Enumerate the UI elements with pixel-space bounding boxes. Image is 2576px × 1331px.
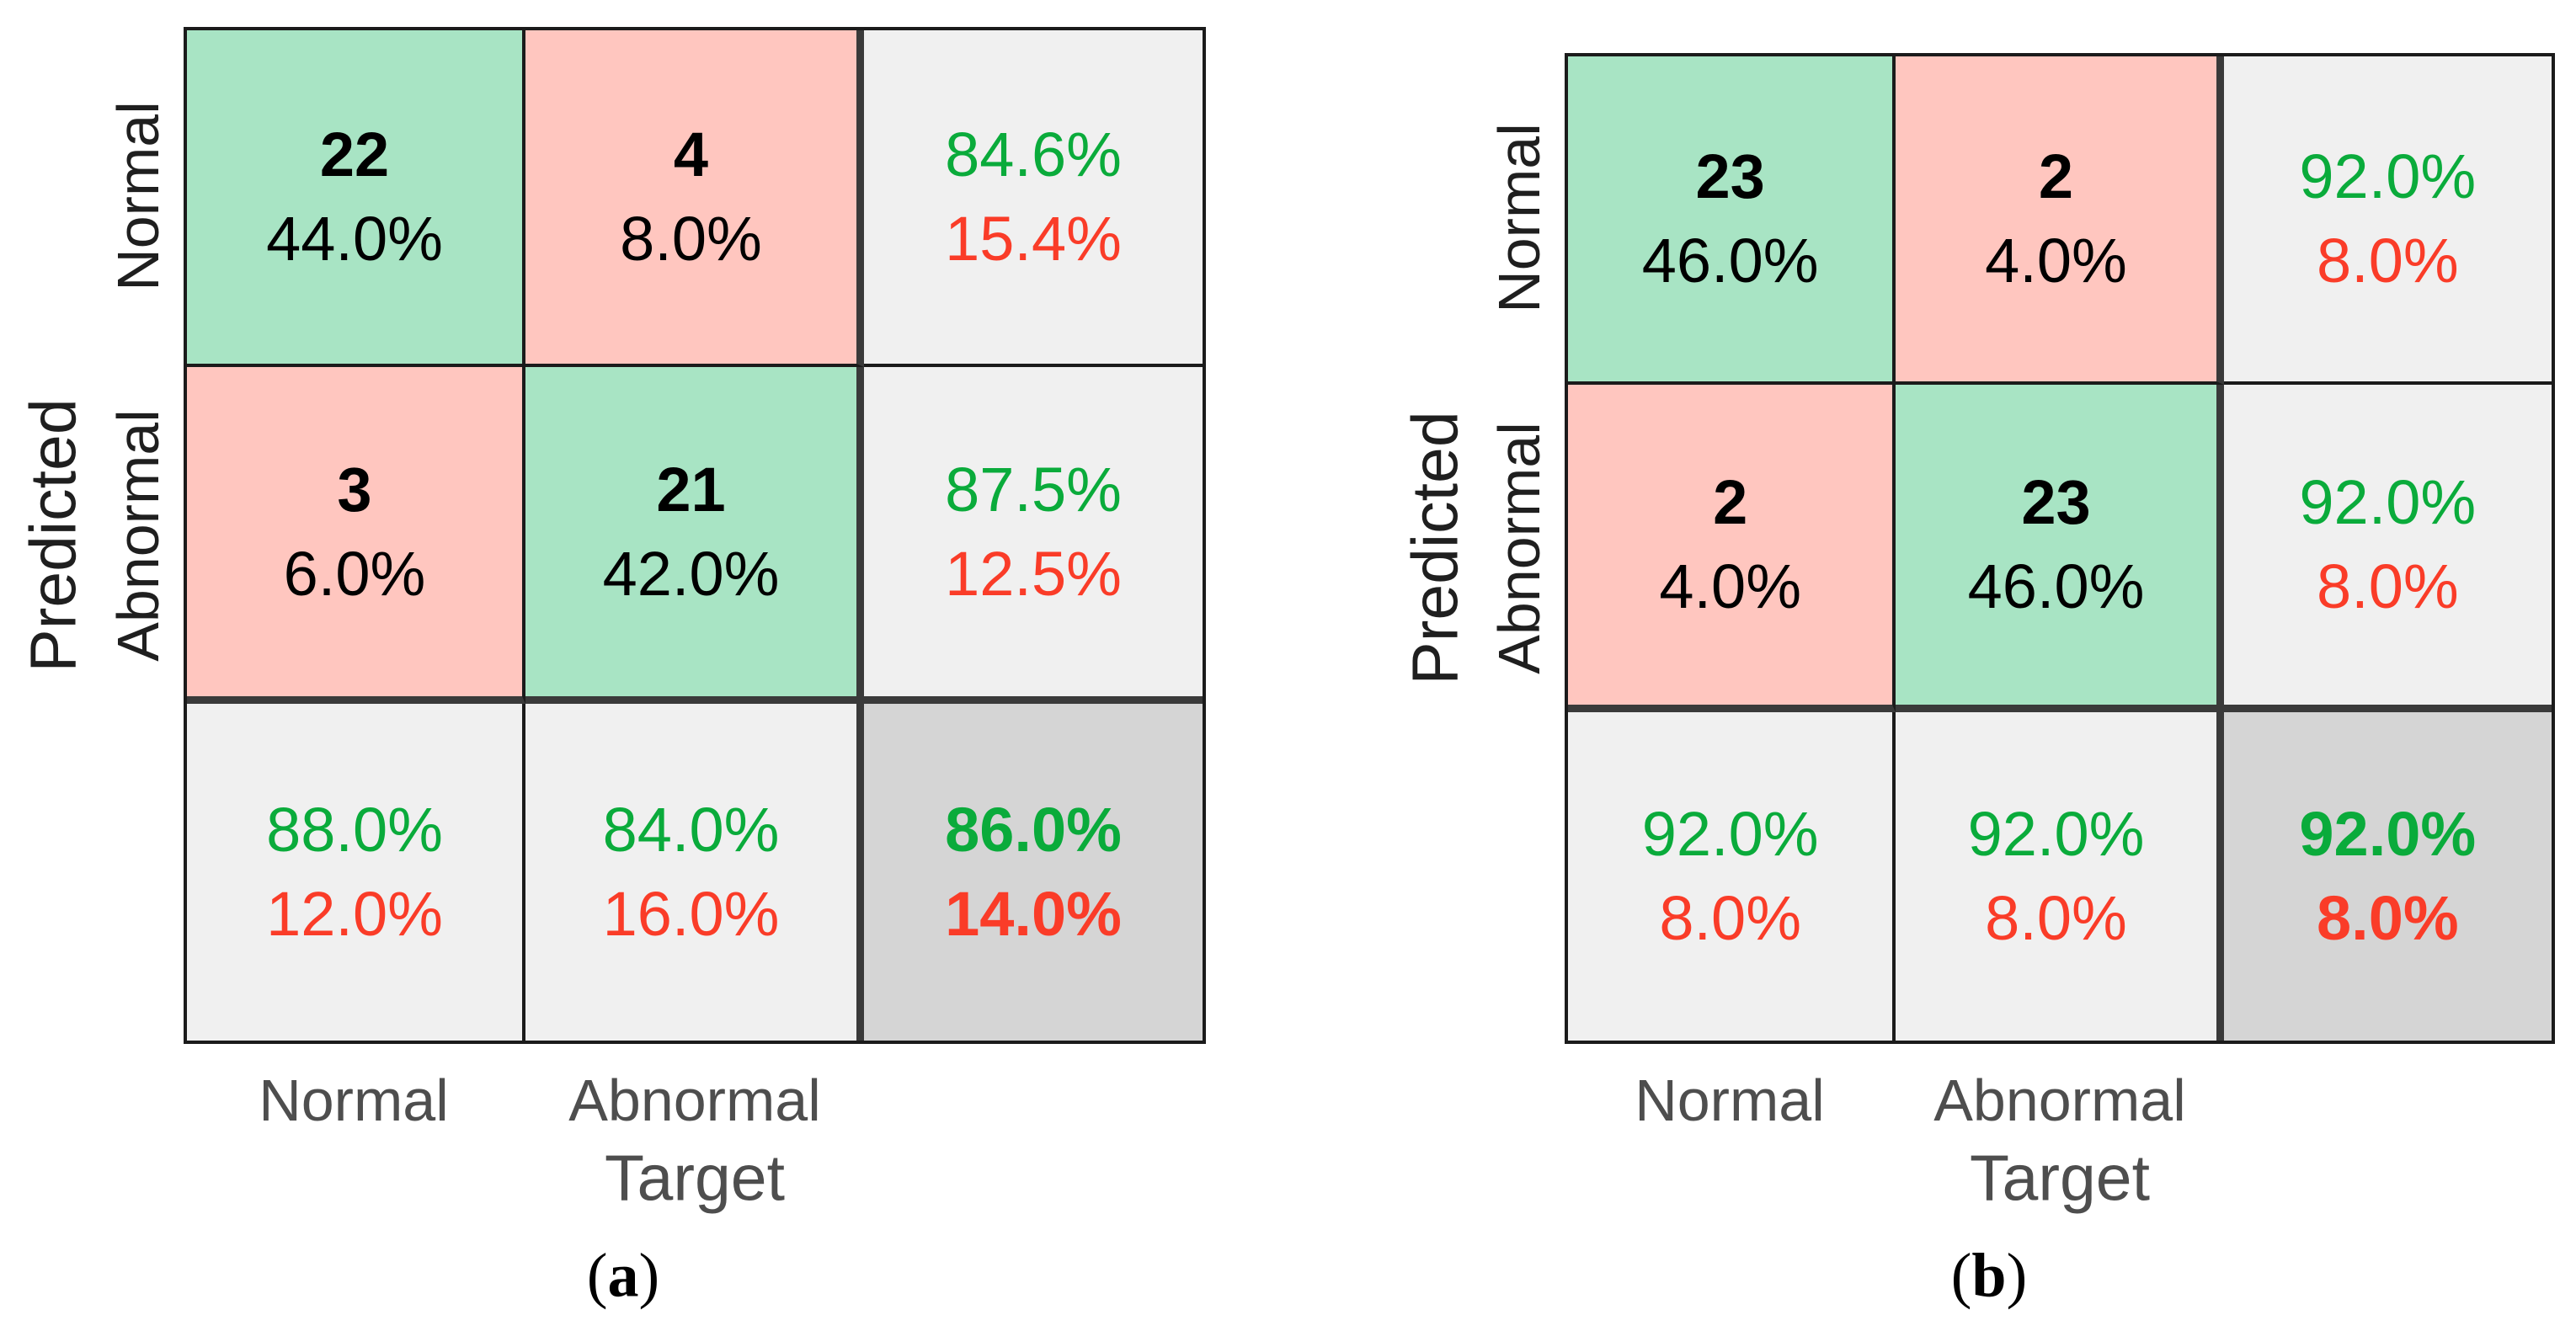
summary-incorrect-percent: 15.4% <box>945 204 1122 274</box>
cell-percent: 44.0% <box>266 204 443 274</box>
summary-correct-percent: 92.0% <box>1967 799 2145 870</box>
summary-incorrect-percent: 8.0% <box>1659 883 1801 954</box>
overall-incorrect-percent: 14.0% <box>945 879 1122 949</box>
cell-b-abnormal-abnormal: 23 46.0% <box>1896 384 2224 713</box>
x-tick-abnormal-a: Abnormal <box>568 1067 821 1133</box>
overall-incorrect-percent: 8.0% <box>2316 883 2459 954</box>
confusion-grid-a: 22 44.0% 4 8.0% 84.6% 15.4% 3 6.0% 21 42… <box>184 27 1206 1044</box>
cell-percent: 46.0% <box>1641 225 1819 295</box>
summary-correct-percent: 87.5% <box>945 454 1122 524</box>
cell-percent: 8.0% <box>620 204 762 274</box>
summary-incorrect-percent: 8.0% <box>2316 551 2459 621</box>
overall-correct-percent: 92.0% <box>2299 799 2477 870</box>
caption-open-paren: ( <box>1950 1241 1972 1311</box>
y-tick-abnormal-b: Abnormal <box>1486 422 1552 674</box>
summary-correct-percent: 92.0% <box>2299 141 2477 211</box>
x-axis-label-b: Target <box>1969 1142 2151 1215</box>
x-axis-label-a: Target <box>604 1142 786 1215</box>
confusion-grid-b: 23 46.0% 2 4.0% 92.0% 8.0% 2 4.0% 23 46.… <box>1565 53 2555 1044</box>
overall-correct-percent: 86.0% <box>945 795 1122 865</box>
cell-a-normal-normal: 22 44.0% <box>187 30 525 367</box>
summary-incorrect-percent: 12.0% <box>266 879 443 949</box>
cell-a-col1-summary: 88.0% 12.0% <box>187 704 525 1041</box>
cell-a-abnormal-normal: 3 6.0% <box>187 367 525 704</box>
cell-count: 2 <box>2038 141 2074 211</box>
cell-count: 4 <box>673 120 709 189</box>
cell-b-overall-summary: 92.0% 8.0% <box>2223 712 2552 1041</box>
caption-letter: b <box>1971 1241 2007 1311</box>
cell-b-abnormal-normal: 2 4.0% <box>1568 384 1896 713</box>
cell-a-normal-abnormal: 4 8.0% <box>525 30 864 367</box>
caption-letter: a <box>607 1241 639 1311</box>
y-axis-label-a: Predicted <box>17 398 90 673</box>
cell-count: 23 <box>2021 466 2091 537</box>
cell-percent: 6.0% <box>283 538 426 609</box>
caption-a: (a) <box>587 1241 659 1312</box>
y-tick-normal-b: Normal <box>1486 123 1552 313</box>
summary-correct-percent: 88.0% <box>266 795 443 865</box>
cell-percent: 4.0% <box>1985 225 2127 295</box>
summary-incorrect-percent: 12.5% <box>945 538 1122 609</box>
summary-incorrect-percent: 8.0% <box>1985 883 2127 954</box>
y-axis-label-b: Predicted <box>1399 411 1472 685</box>
cell-b-col1-summary: 92.0% 8.0% <box>1568 712 1896 1041</box>
cell-percent: 46.0% <box>1967 551 2145 621</box>
summary-correct-percent: 84.0% <box>602 795 780 865</box>
summary-correct-percent: 84.6% <box>945 120 1122 189</box>
caption-close-paren: ) <box>638 1241 660 1311</box>
cell-a-abnormal-abnormal: 21 42.0% <box>525 367 864 704</box>
y-tick-normal-a: Normal <box>105 101 171 291</box>
x-tick-normal-a: Normal <box>259 1067 449 1133</box>
summary-incorrect-percent: 16.0% <box>602 879 780 949</box>
cell-b-row2-summary: 92.0% 8.0% <box>2223 384 2552 713</box>
summary-correct-percent: 92.0% <box>2299 466 2477 537</box>
x-tick-abnormal-b: Abnormal <box>1933 1067 2186 1133</box>
caption-b: (b) <box>1951 1241 2027 1312</box>
cell-b-row1-summary: 92.0% 8.0% <box>2223 56 2552 385</box>
summary-correct-percent: 92.0% <box>1641 799 1819 870</box>
cell-a-col2-summary: 84.0% 16.0% <box>525 704 864 1041</box>
caption-close-paren: ) <box>2006 1241 2028 1311</box>
x-tick-normal-b: Normal <box>1635 1067 1825 1133</box>
cell-percent: 42.0% <box>602 538 780 609</box>
cell-count: 3 <box>337 454 372 524</box>
cell-a-row2-summary: 87.5% 12.5% <box>864 367 1203 704</box>
cell-b-col2-summary: 92.0% 8.0% <box>1896 712 2224 1041</box>
cell-count: 21 <box>656 454 726 524</box>
cell-count: 2 <box>1713 466 1748 537</box>
cell-a-row1-summary: 84.6% 15.4% <box>864 30 1203 367</box>
cell-count: 23 <box>1695 141 1765 211</box>
cell-a-overall-summary: 86.0% 14.0% <box>864 704 1203 1041</box>
cell-b-normal-abnormal: 2 4.0% <box>1896 56 2224 385</box>
y-tick-abnormal-a: Abnormal <box>105 409 171 662</box>
cell-b-normal-normal: 23 46.0% <box>1568 56 1896 385</box>
summary-incorrect-percent: 8.0% <box>2316 225 2459 295</box>
caption-open-paren: ( <box>586 1241 608 1311</box>
cell-percent: 4.0% <box>1659 551 1801 621</box>
cell-count: 22 <box>319 120 390 189</box>
